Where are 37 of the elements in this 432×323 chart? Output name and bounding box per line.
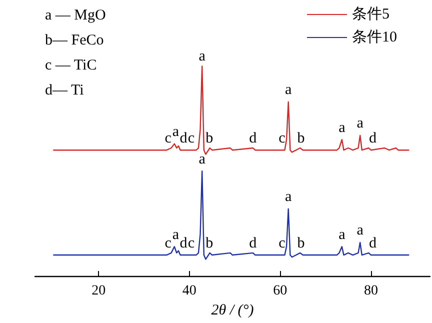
annotation: a — [198, 151, 206, 168]
annotation: c — [188, 130, 195, 146]
annotation: a — [198, 48, 206, 65]
annotation: b — [206, 130, 214, 146]
annotation: c — [164, 130, 172, 146]
annotation: b — [297, 130, 305, 146]
annotation: c — [278, 235, 286, 252]
annotation: c — [188, 235, 195, 252]
x-tick-label: 40 — [182, 284, 196, 298]
annotation: c — [164, 235, 172, 252]
annotation: b — [206, 235, 214, 252]
annotation: d — [369, 130, 378, 146]
annotation: a — [356, 222, 364, 239]
text: b— FeCo — [45, 32, 104, 48]
x-tick-label: 60 — [273, 284, 288, 298]
annotation: a — [285, 189, 292, 206]
annotation: c — [278, 130, 286, 146]
x-tick-label: 80 — [364, 284, 378, 298]
annotation: a — [285, 82, 292, 98]
annotation: d — [180, 235, 188, 252]
legend-label: 条件5 — [352, 6, 390, 22]
annotation: a — [172, 124, 180, 140]
text: a — MgO — [45, 8, 106, 24]
annotation: d — [180, 130, 188, 146]
annotation: b — [297, 235, 305, 252]
annotation: d— Ti — [45, 82, 84, 98]
annotation: d — [249, 235, 258, 252]
annotation: d — [249, 130, 258, 146]
annotation: a — [356, 116, 364, 132]
x-tick-label: 20 — [92, 284, 106, 298]
annotation: c — TiC — [45, 58, 97, 74]
annotation: a — [338, 120, 346, 136]
annotation: d — [369, 235, 378, 252]
x-axis-title: 2θ / (°) — [211, 302, 254, 318]
annotation: a — [172, 226, 180, 243]
annotation: a — [338, 226, 346, 243]
legend-label: 条件10 — [352, 28, 397, 46]
